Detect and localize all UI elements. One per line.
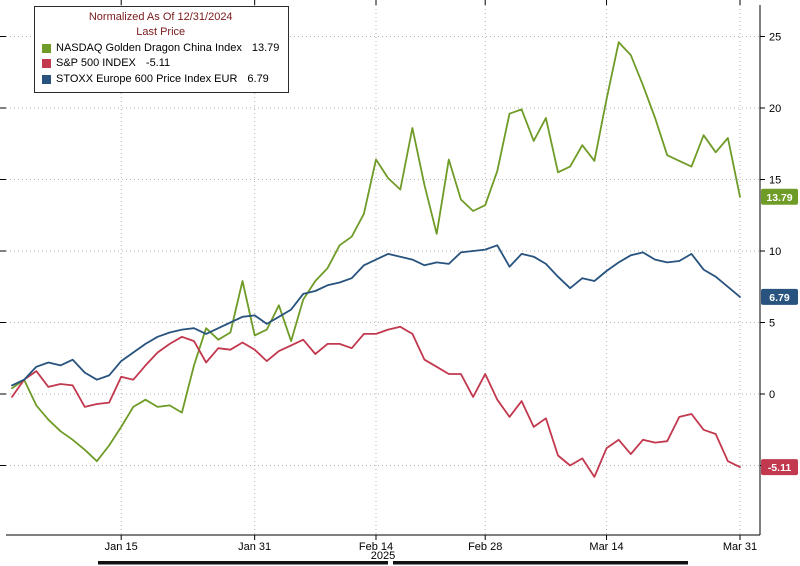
x-axis-label: Mar 14 xyxy=(589,541,623,553)
y-axis-label: 25 xyxy=(769,32,781,44)
legend-value: 13.79 xyxy=(251,41,280,54)
series-swatch-green xyxy=(42,43,51,53)
series-line-2 xyxy=(11,244,741,387)
legend-item-stoxx600: STOXX Europe 600 Price Index EUR 6.79 xyxy=(42,72,279,87)
y-axis-label: 0 xyxy=(769,389,775,401)
x-axis-label: Mar 31 xyxy=(723,541,757,553)
legend-title: Normalized As Of 12/31/2024 xyxy=(88,11,233,23)
last-value-badge-text: -5.11 xyxy=(768,462,792,474)
series-swatch-red xyxy=(42,59,51,69)
last-value-badge-text: 13.79 xyxy=(766,192,792,204)
legend-box: Normalized As Of 12/31/2024 Last Price N… xyxy=(34,6,290,93)
x-axis-year-label: 2025 xyxy=(371,550,395,562)
series-swatch-blue xyxy=(42,74,51,84)
last-value-badge-text: 6.79 xyxy=(769,292,790,304)
x-axis-label: Feb 28 xyxy=(468,541,502,553)
x-axis-label: Feb 14 xyxy=(359,541,393,553)
legend-value: -5.11 xyxy=(145,57,171,70)
last-value-badge-2 xyxy=(761,288,798,305)
x-axis-label: Jan 15 xyxy=(105,541,138,553)
y-axis-label: 10 xyxy=(769,246,781,258)
y-axis-label: 15 xyxy=(769,175,781,187)
y-axis-label: 20 xyxy=(769,103,781,115)
legend-label: S&P 500 INDEX xyxy=(56,57,136,70)
series-line-1 xyxy=(11,325,741,478)
y-axis-label: 5 xyxy=(769,318,775,330)
legend-subtitle: Last Price xyxy=(136,26,186,39)
last-value-badge-1 xyxy=(761,459,798,476)
cropped-source-text xyxy=(393,561,688,565)
last-value-badge-0 xyxy=(761,188,798,205)
legend-item-nasdaq-golden-dragon: NASDAQ Golden Dragon China Index 13.79 xyxy=(42,41,279,56)
legend-value: 6.79 xyxy=(247,72,269,85)
legend-item-sp500: S&P 500 INDEX -5.11 xyxy=(42,56,279,71)
series-line-0 xyxy=(11,41,741,463)
legend-label: STOXX Europe 600 Price Index EUR xyxy=(56,72,238,85)
legend-label: NASDAQ Golden Dragon China Index xyxy=(56,41,242,54)
cropped-source-text xyxy=(98,561,388,565)
x-axis-label: Jan 31 xyxy=(238,541,271,553)
